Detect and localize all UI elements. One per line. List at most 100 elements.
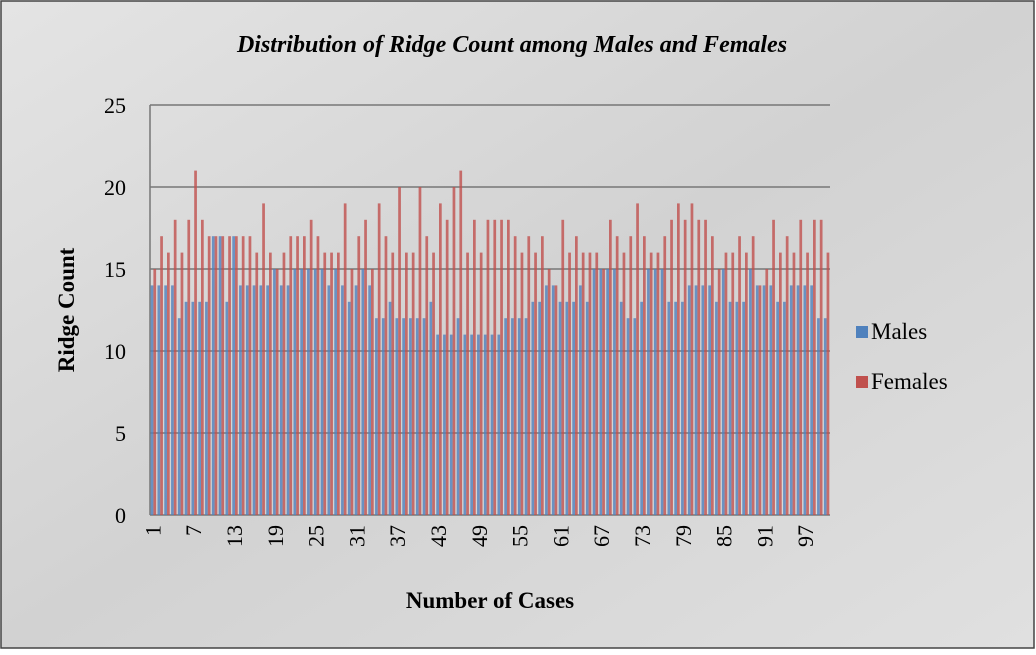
bar xyxy=(470,334,473,515)
bar xyxy=(538,301,541,515)
bar xyxy=(819,219,823,516)
bar xyxy=(245,285,249,515)
bar xyxy=(704,219,707,516)
bar xyxy=(341,285,344,515)
bar xyxy=(320,269,324,515)
x-tick-label: 19 xyxy=(263,525,288,547)
bar xyxy=(218,236,222,515)
bar xyxy=(466,252,469,515)
bar xyxy=(473,219,476,516)
bar xyxy=(429,301,433,515)
bar xyxy=(214,236,218,515)
bar xyxy=(225,301,229,515)
bar xyxy=(599,269,603,515)
bar xyxy=(459,170,463,515)
bar xyxy=(636,203,639,515)
bar xyxy=(255,252,259,515)
bar xyxy=(330,252,333,515)
bar xyxy=(765,269,769,515)
bar xyxy=(558,301,562,515)
bar xyxy=(565,301,569,515)
bar xyxy=(337,252,340,515)
bar xyxy=(517,318,521,515)
legend-swatch xyxy=(856,326,868,338)
plot-area: 0 5 10 15 20 25 1 7 13 19 25 31 37 43 49 55 61 67 73 79 85 91… xyxy=(104,93,830,547)
bar xyxy=(677,203,680,515)
bar xyxy=(551,285,555,515)
y-tick-label: 5 xyxy=(115,421,126,446)
bar xyxy=(694,285,698,515)
bar xyxy=(347,301,351,515)
bar xyxy=(388,301,392,515)
bar xyxy=(173,219,177,516)
bar xyxy=(640,301,643,515)
bar xyxy=(184,301,188,515)
bar xyxy=(500,219,503,516)
y-tick-label: 25 xyxy=(104,93,126,118)
bar xyxy=(235,236,238,515)
bar xyxy=(633,318,637,515)
bar xyxy=(670,219,673,516)
legend: Males Females xyxy=(856,319,948,394)
bar xyxy=(381,318,385,515)
x-tick-label: 67 xyxy=(589,525,614,547)
x-tick-label: 1 xyxy=(140,525,165,536)
bar xyxy=(371,269,374,515)
bar xyxy=(561,219,565,516)
bar xyxy=(674,301,677,515)
bar xyxy=(289,236,293,515)
bar xyxy=(626,318,630,515)
bar xyxy=(334,269,337,515)
bar xyxy=(160,236,163,515)
bar xyxy=(436,334,439,515)
bar xyxy=(755,285,759,515)
bar xyxy=(405,252,408,515)
bar xyxy=(751,236,755,515)
bar xyxy=(361,269,365,515)
bar xyxy=(749,269,752,515)
bar xyxy=(343,203,347,515)
bar xyxy=(745,252,748,515)
bar xyxy=(239,285,242,515)
bar xyxy=(701,285,705,515)
bar xyxy=(293,269,297,515)
bar xyxy=(772,219,775,516)
bar xyxy=(273,269,276,515)
bar xyxy=(724,252,728,515)
bar xyxy=(323,252,327,515)
bar xyxy=(643,236,646,515)
bar xyxy=(191,301,195,515)
bar xyxy=(377,203,381,515)
bar xyxy=(803,285,807,515)
y-axis-label: Ridge Count xyxy=(54,247,79,372)
bar xyxy=(164,285,167,515)
x-tick-label: 43 xyxy=(426,525,451,547)
bar xyxy=(667,301,671,515)
x-tick-label: 31 xyxy=(344,525,369,547)
bar xyxy=(653,269,657,515)
x-tick-label: 85 xyxy=(712,525,737,547)
x-tick-label: 7 xyxy=(181,525,206,536)
bar xyxy=(511,318,514,515)
bar xyxy=(493,219,497,516)
bar xyxy=(545,285,548,515)
x-tick-label: 49 xyxy=(467,525,492,547)
bar xyxy=(483,334,487,515)
bar xyxy=(524,318,528,515)
bar xyxy=(779,252,782,515)
bar xyxy=(799,219,803,516)
bar xyxy=(364,219,367,516)
bar xyxy=(350,269,354,515)
bar xyxy=(241,236,245,515)
bar xyxy=(742,301,745,515)
bar xyxy=(715,301,718,515)
bar xyxy=(622,252,626,515)
bar xyxy=(205,301,208,515)
y-tick-label: 0 xyxy=(115,503,126,528)
bar xyxy=(783,301,786,515)
bar xyxy=(309,219,313,516)
bar xyxy=(221,236,225,515)
bar xyxy=(296,236,299,515)
bar xyxy=(167,252,170,515)
